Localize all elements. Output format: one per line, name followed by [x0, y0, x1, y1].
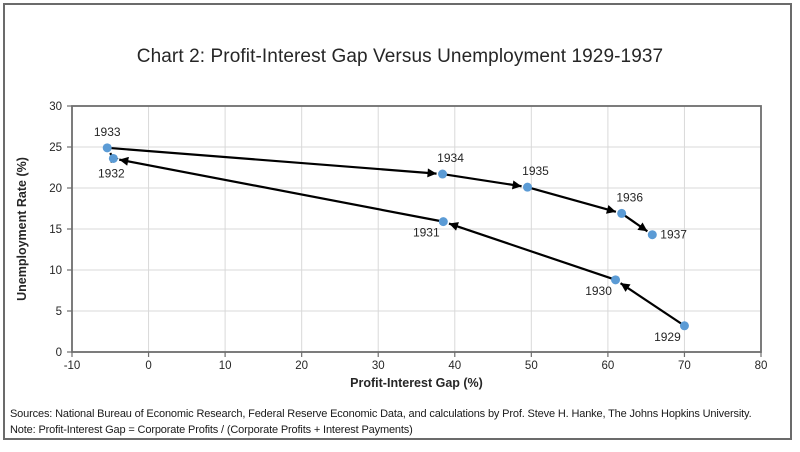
year-label-1936: 1936: [616, 190, 643, 204]
y-tick-label: 15: [49, 224, 62, 236]
sources-text: Sources: National Bureau of Economic Res…: [10, 408, 752, 420]
data-points: [102, 143, 689, 331]
year-label-1935: 1935: [522, 164, 549, 178]
x-tick-label: 30: [372, 360, 385, 372]
chart-title: Chart 2: Profit-Interest Gap Versus Unem…: [136, 46, 664, 67]
x-tick-labels: -10 0 10 20 30 40 50 60 70 80: [64, 360, 768, 372]
x-tick-label: 70: [678, 360, 691, 372]
year-label-1932: 1932: [98, 166, 125, 180]
data-point-1931: [438, 217, 448, 227]
y-tick-label: 0: [56, 347, 62, 359]
data-point-1936: [617, 208, 627, 218]
path-segment: [107, 146, 437, 178]
year-label-1931: 1931: [413, 226, 440, 240]
y-tick-label: 10: [49, 265, 62, 277]
year-label-1934: 1934: [437, 151, 464, 165]
x-tick-label: -10: [64, 360, 81, 372]
y-tick-label: 30: [49, 101, 62, 113]
year-label-1933: 1933: [94, 125, 121, 139]
data-point-1929: [679, 321, 689, 331]
x-tick-label: 60: [601, 360, 614, 372]
year-label-1937: 1937: [660, 228, 687, 242]
y-tick-label: 25: [49, 142, 62, 154]
data-point-1934: [438, 169, 448, 179]
x-tick-label: 0: [145, 360, 151, 372]
data-point-1937: [647, 230, 657, 240]
axis-ticks: [67, 105, 762, 357]
y-tick-label: 5: [56, 306, 62, 318]
year-label-1930: 1930: [585, 284, 612, 298]
y-tick-labels: 0 5 10 15 20 25 30: [49, 101, 62, 359]
data-point-1930: [611, 275, 621, 285]
x-tick-label: 50: [525, 360, 538, 372]
data-point-1933: [102, 143, 112, 153]
x-axis-title: Profit-Interest Gap (%): [350, 376, 483, 390]
year-labels: 1929 1930 1931 1932 1933 1934 1935 1936 1937: [94, 125, 687, 344]
note-text: Note: Profit-Interest Gap = Corporate Pr…: [10, 424, 413, 436]
path-segment: [619, 282, 686, 327]
footer-notes: Sources: National Bureau of Economic Res…: [10, 406, 780, 438]
y-tick-label: 20: [49, 183, 62, 195]
path-segment: [621, 212, 648, 233]
data-point-1935: [523, 182, 533, 192]
path-segment: [527, 186, 617, 214]
path-segment: [448, 222, 616, 281]
time-path: [107, 146, 686, 327]
x-tick-label: 20: [295, 360, 308, 372]
x-tick-label: 80: [755, 360, 768, 372]
path-segment: [442, 172, 522, 190]
x-tick-label: 40: [448, 360, 461, 372]
data-point-1932: [108, 153, 118, 163]
path-segment: [119, 156, 444, 223]
year-label-1929: 1929: [654, 330, 681, 344]
y-axis-title: Unemployment Rate (%): [15, 157, 29, 301]
x-tick-label: 10: [219, 360, 232, 372]
